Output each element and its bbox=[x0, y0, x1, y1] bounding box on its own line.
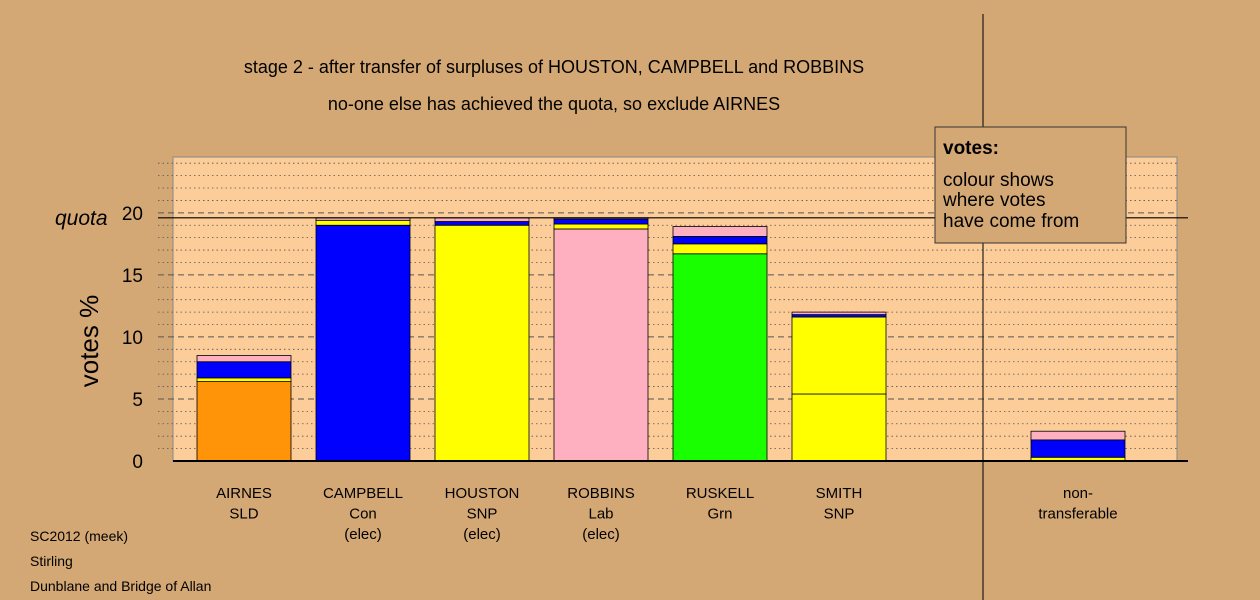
bar-smith-segment-snp bbox=[791, 393, 887, 462]
bar-robbins-label-3: (elec) bbox=[582, 526, 620, 543]
grid-lines bbox=[158, 162, 1177, 449]
bar-ruskell-segment-con bbox=[672, 236, 768, 245]
bar-non-transferable-label-1: non- bbox=[1063, 485, 1093, 502]
quota-label: quota bbox=[55, 207, 108, 230]
bar-airnes-label-2: SLD bbox=[229, 506, 258, 523]
bar-smith-label-1: SMITH bbox=[816, 485, 863, 502]
chart-title: stage 2 - after transfer of surpluses of… bbox=[244, 57, 864, 77]
chart-subtitle: no-one else has achieved the quota, so e… bbox=[328, 94, 780, 114]
bar-non-transferable-label-2: transferable bbox=[1038, 506, 1117, 523]
bar-campbell-label-3: (elec) bbox=[344, 526, 382, 543]
bar-robbins-segment-con bbox=[553, 218, 649, 225]
bar-ruskell-segment-grn bbox=[672, 253, 768, 462]
bar-houston-segment-con bbox=[434, 221, 530, 226]
bar-smith-segment-lab bbox=[791, 311, 887, 315]
bar-houston-label-2: SNP bbox=[467, 506, 498, 523]
bar-campbell-segment-con bbox=[315, 224, 411, 462]
legend-box: votes: colour shows where votes have com… bbox=[934, 126, 1127, 244]
footer-method: SC2012 (meek) bbox=[30, 528, 129, 544]
bar-non-transferable-segment-lab bbox=[1030, 430, 1126, 441]
bar-ruskell-segment-snp bbox=[672, 243, 768, 255]
bar-houston-label-3: (elec) bbox=[463, 526, 501, 543]
y-axis-label: votes % bbox=[74, 295, 104, 388]
bar-airnes-segment-lab bbox=[196, 355, 292, 363]
category-labels: AIRNES SLD CAMPBELL Con (elec) HOUSTON SNP (ele… bbox=[216, 485, 1118, 543]
y-tick-label: 0 bbox=[132, 452, 143, 473]
legend-heading: votes: bbox=[943, 138, 999, 159]
bar-campbell-segment-snp bbox=[315, 219, 411, 226]
bar-robbins-label-1: ROBBINS bbox=[567, 485, 635, 502]
bar-airnes-segment-con bbox=[196, 361, 292, 379]
y-tick-label: 15 bbox=[122, 266, 143, 287]
bar-ruskell-segment-lab bbox=[672, 226, 768, 237]
bar-smith-label-2: SNP bbox=[824, 506, 855, 523]
bar-campbell-label-1: CAMPBELL bbox=[323, 485, 403, 502]
y-tick-label: 20 bbox=[122, 204, 143, 225]
y-tick-label: 10 bbox=[122, 328, 143, 349]
bar-smith-segment-snp bbox=[791, 316, 887, 395]
bar-robbins-segment-snp bbox=[553, 223, 649, 230]
bar-campbell-label-2: Con bbox=[349, 506, 377, 523]
bar-ruskell-label-2: Grn bbox=[707, 506, 732, 523]
bar-robbins-label-2: Lab bbox=[588, 506, 613, 523]
bar-houston-segment-snp bbox=[434, 224, 530, 462]
legend-line-2: where votes bbox=[942, 190, 1045, 211]
bar-houston-label-1: HOUSTON bbox=[445, 485, 520, 502]
y-tick-label: 5 bbox=[132, 390, 143, 411]
y-axis-ticks: 0 5 10 15 20 bbox=[122, 204, 143, 473]
legend-line-3: have come from bbox=[943, 211, 1079, 232]
bars-group bbox=[196, 217, 1126, 462]
bar-airnes-segment-snp bbox=[196, 377, 292, 382]
footer-council: Stirling bbox=[30, 553, 73, 569]
bar-airnes-label-1: AIRNES bbox=[216, 485, 272, 502]
footer-ward: Dunblane and Bridge of Allan bbox=[30, 578, 212, 594]
bar-ruskell-label-1: RUSKELL bbox=[686, 485, 754, 502]
legend-line-1: colour shows bbox=[943, 170, 1054, 191]
bar-airnes-segment-sld bbox=[196, 381, 292, 462]
legend-frame bbox=[934, 126, 1127, 244]
bar-robbins-segment-lab bbox=[553, 228, 649, 462]
bar-non-transferable-segment-con bbox=[1030, 439, 1126, 458]
